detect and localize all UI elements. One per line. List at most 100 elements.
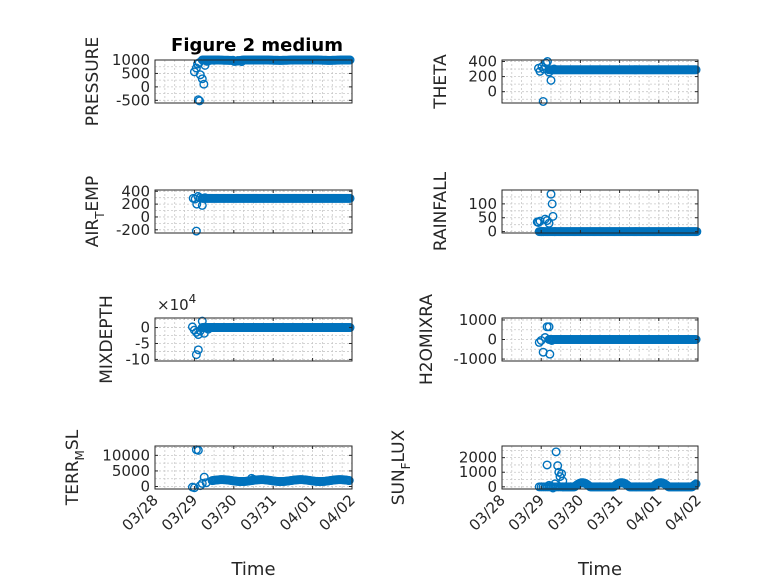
- y-tick-label: 200: [121, 195, 150, 213]
- data-point: [691, 335, 701, 345]
- x-tick-label: 04/01: [622, 491, 665, 534]
- data-point: [193, 345, 203, 355]
- axes-box: [154, 317, 353, 362]
- data-point: [193, 445, 203, 455]
- data-point: [195, 193, 205, 203]
- data-point: [345, 323, 355, 333]
- y-axis-label: TERRMSL: [63, 429, 87, 506]
- data-point: [345, 193, 355, 203]
- x-axis-label: Time: [577, 559, 622, 580]
- data-point: [201, 478, 211, 488]
- data-point: [197, 478, 207, 488]
- y-tick-label: -500: [116, 91, 150, 109]
- y-axis-label: MIXDEPTH: [97, 295, 117, 384]
- axes-box: [154, 189, 353, 234]
- y-tick-label: -10: [126, 350, 151, 368]
- data-point: [193, 95, 203, 105]
- x-axis-label: Time: [230, 559, 275, 580]
- y-tick-label: 1000: [459, 463, 497, 481]
- data-point: [237, 57, 247, 67]
- x-tick-label: 04/02: [316, 491, 359, 534]
- data-point: [538, 227, 548, 237]
- y-tick-label: 0: [487, 478, 497, 496]
- figure-title: Figure 2 medium: [171, 35, 343, 56]
- x-tick-label: 03/30: [544, 491, 587, 534]
- data-point: [558, 482, 568, 492]
- data-point: [542, 460, 552, 470]
- data-point: [549, 64, 559, 74]
- data-point: [207, 323, 217, 333]
- data-point: [191, 63, 201, 73]
- axes-box: [501, 445, 699, 490]
- data-point: [546, 75, 556, 85]
- data-point: [189, 483, 199, 493]
- data-point: [548, 211, 558, 221]
- y-tick-label: 0: [140, 208, 150, 226]
- x-tick-label: 03/29: [505, 491, 548, 534]
- data-point: [191, 226, 201, 236]
- x-tick-label: 03/31: [583, 491, 626, 534]
- data-point: [550, 227, 560, 237]
- data-point: [197, 74, 207, 84]
- x-tick-label: 03/31: [237, 491, 280, 534]
- y-tick-label: 0: [487, 331, 497, 349]
- data-point: [544, 218, 554, 228]
- y-axis-label: RAINFALL: [431, 171, 451, 251]
- data-point: [545, 349, 555, 359]
- y-tick-label: -200: [116, 221, 150, 239]
- y-tick-label: 50: [478, 209, 497, 227]
- data-point: [538, 96, 548, 106]
- data-point: [195, 96, 205, 106]
- data-point: [542, 57, 552, 67]
- y-tick-label: 5000: [112, 462, 150, 480]
- data-point: [544, 322, 554, 332]
- x-tick-label: 03/29: [158, 491, 201, 534]
- data-point: [558, 476, 568, 486]
- subplot-mixdepth: 0-5-10 ×104 MIXDEPTH: [97, 292, 355, 384]
- subplot-h2omixra: 1000 0-1000 H2OMIXRA: [417, 294, 701, 385]
- axes-box: [154, 59, 353, 104]
- y-tick-label: 2000: [459, 449, 497, 467]
- data-point: [197, 316, 207, 326]
- data-point: [692, 227, 702, 237]
- x-tick-label: 03/28: [466, 491, 509, 534]
- data-point: [344, 476, 354, 486]
- y-tick-label: 400: [468, 53, 497, 71]
- y-axis-label: SUNFLUX: [389, 429, 413, 505]
- subplot-terr-msl: 1000050000TERRMSL03/2803/2903/3003/3104/…: [63, 429, 359, 580]
- data-point: [691, 65, 701, 75]
- y-tick-label: -1000: [453, 350, 497, 368]
- axes-box: [154, 445, 353, 490]
- data-point: [534, 337, 544, 347]
- y-tick-label: -5: [135, 334, 150, 352]
- data-point: [197, 200, 207, 210]
- y-axis-label: PRESSURE: [83, 37, 103, 126]
- data-point: [203, 324, 213, 334]
- y-tick-label: 400: [121, 182, 150, 200]
- data-point: [199, 472, 209, 482]
- y-tick-label: 0: [140, 478, 150, 496]
- x-tick-label: 03/28: [119, 491, 162, 534]
- y-tick-label: 500: [121, 64, 150, 82]
- y-tick-label: 0: [140, 319, 150, 337]
- x-tick-label: 04/02: [662, 491, 705, 534]
- y-axis-label: THETA: [431, 54, 451, 110]
- axes-box: [501, 59, 699, 104]
- y-axis-label: H2OMIXRA: [417, 294, 437, 385]
- y-tick-label: 0: [487, 83, 497, 101]
- data-point: [200, 193, 210, 203]
- data-point: [248, 474, 258, 484]
- data-point: [204, 56, 214, 66]
- data-point: [551, 447, 561, 457]
- data-point: [691, 479, 701, 489]
- y-exponent-label: ×104: [157, 292, 196, 314]
- subplot-sun-flux: 200010000SUNFLUX03/2803/2903/3003/3104/0…: [389, 429, 705, 580]
- data-point: [553, 461, 563, 471]
- data-point: [547, 335, 557, 345]
- axes-box: [501, 189, 699, 234]
